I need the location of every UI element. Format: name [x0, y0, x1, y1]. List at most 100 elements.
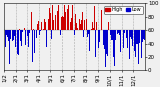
Bar	[91, 29, 92, 30]
Bar	[7, 30, 8, 37]
Bar	[73, 14, 74, 30]
Bar	[12, 30, 13, 41]
Bar	[23, 30, 24, 32]
Bar	[48, 19, 49, 30]
Bar	[108, 22, 109, 30]
Bar	[113, 30, 114, 57]
Bar	[96, 22, 97, 30]
Legend: High, Low: High, Low	[104, 6, 143, 14]
Bar	[138, 30, 139, 64]
Bar	[110, 30, 111, 35]
Bar	[55, 15, 56, 30]
Bar	[33, 29, 34, 30]
Bar	[140, 30, 141, 48]
Bar	[79, 19, 80, 30]
Bar	[37, 24, 38, 30]
Bar	[21, 30, 22, 46]
Bar	[107, 30, 108, 56]
Bar	[53, 20, 54, 30]
Bar	[142, 30, 143, 42]
Bar	[4, 30, 5, 37]
Bar	[35, 25, 36, 30]
Bar	[144, 30, 145, 40]
Bar	[98, 30, 99, 48]
Bar	[82, 12, 83, 30]
Bar	[124, 30, 125, 33]
Bar	[63, 17, 64, 30]
Bar	[136, 30, 137, 44]
Bar	[139, 30, 140, 43]
Bar	[126, 30, 127, 38]
Bar	[141, 30, 142, 58]
Bar	[112, 30, 113, 40]
Bar	[27, 30, 28, 36]
Bar	[78, 21, 79, 30]
Bar	[62, 16, 63, 30]
Bar	[83, 30, 84, 37]
Bar	[132, 30, 133, 46]
Bar	[19, 29, 20, 30]
Bar	[9, 30, 10, 64]
Bar	[106, 30, 107, 54]
Bar	[117, 30, 118, 34]
Bar	[8, 30, 9, 41]
Bar	[24, 28, 25, 30]
Bar	[77, 28, 78, 30]
Bar	[44, 19, 45, 30]
Bar	[131, 30, 132, 39]
Bar	[36, 30, 37, 38]
Bar	[22, 30, 23, 32]
Bar	[34, 30, 35, 53]
Bar	[15, 30, 16, 47]
Bar	[94, 6, 95, 30]
Bar	[43, 29, 44, 30]
Bar	[32, 30, 33, 62]
Bar	[51, 30, 52, 39]
Bar	[72, 5, 73, 30]
Bar	[84, 20, 85, 30]
Bar	[57, 11, 58, 30]
Bar	[39, 30, 40, 35]
Bar	[128, 30, 129, 57]
Bar	[89, 30, 90, 51]
Bar	[59, 18, 60, 30]
Bar	[102, 30, 103, 55]
Bar	[10, 30, 11, 39]
Bar	[92, 22, 93, 30]
Bar	[75, 14, 76, 30]
Bar	[50, 13, 51, 30]
Bar	[119, 30, 120, 35]
Bar	[120, 30, 121, 52]
Bar	[68, 5, 69, 30]
Bar	[29, 30, 30, 33]
Bar	[70, 22, 71, 30]
Bar	[115, 30, 116, 40]
Bar	[105, 30, 106, 67]
Bar	[5, 30, 6, 47]
Bar	[71, 18, 72, 30]
Bar	[103, 30, 104, 45]
Bar	[85, 13, 86, 30]
Bar	[80, 24, 81, 30]
Bar	[47, 22, 48, 30]
Bar	[104, 30, 105, 49]
Bar	[58, 5, 59, 30]
Bar	[90, 30, 91, 49]
Bar	[86, 19, 87, 30]
Bar	[11, 30, 12, 59]
Bar	[93, 28, 94, 30]
Bar	[134, 30, 135, 51]
Bar	[65, 12, 66, 30]
Bar	[38, 21, 39, 30]
Bar	[49, 9, 50, 30]
Bar	[95, 30, 96, 57]
Bar	[41, 22, 42, 30]
Bar	[16, 30, 17, 52]
Bar	[13, 30, 14, 40]
Bar	[129, 30, 130, 59]
Bar	[25, 30, 26, 45]
Bar	[14, 30, 15, 36]
Bar	[46, 30, 47, 47]
Bar	[116, 30, 117, 50]
Bar	[101, 10, 102, 30]
